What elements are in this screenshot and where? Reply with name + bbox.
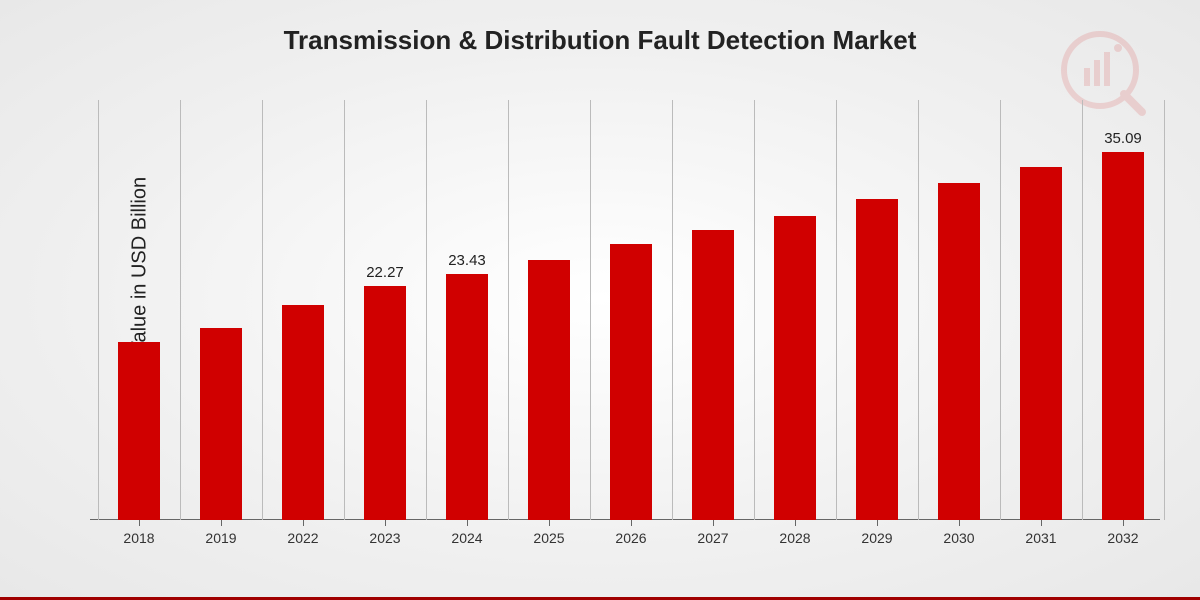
bar-value-label: 35.09 bbox=[1102, 130, 1144, 147]
gridline bbox=[262, 100, 263, 520]
gridline bbox=[918, 100, 919, 520]
gridline bbox=[754, 100, 755, 520]
x-axis-label: 2027 bbox=[697, 530, 728, 546]
plot-area: 20182019202222.27202323.4320242025202620… bbox=[90, 100, 1160, 520]
x-tick bbox=[303, 520, 304, 526]
gridline bbox=[426, 100, 427, 520]
bar-value-label: 22.27 bbox=[364, 264, 406, 281]
x-axis-label: 2024 bbox=[451, 530, 482, 546]
x-tick bbox=[1123, 520, 1124, 526]
x-axis-label: 2019 bbox=[205, 530, 236, 546]
x-axis-label: 2018 bbox=[123, 530, 154, 546]
chart-title: Transmission & Distribution Fault Detect… bbox=[0, 25, 1200, 56]
bar bbox=[118, 342, 160, 521]
x-axis-label: 2029 bbox=[861, 530, 892, 546]
x-tick bbox=[877, 520, 878, 526]
gridline bbox=[1000, 100, 1001, 520]
bar bbox=[856, 199, 898, 520]
x-tick bbox=[385, 520, 386, 526]
bar bbox=[938, 183, 980, 520]
x-tick bbox=[467, 520, 468, 526]
bar: 23.43 bbox=[446, 274, 488, 520]
x-axis-label: 2032 bbox=[1107, 530, 1138, 546]
x-axis-label: 2030 bbox=[943, 530, 974, 546]
x-tick bbox=[631, 520, 632, 526]
gridline bbox=[344, 100, 345, 520]
x-axis-label: 2022 bbox=[287, 530, 318, 546]
gridline bbox=[1082, 100, 1083, 520]
bar-value-label: 23.43 bbox=[446, 252, 488, 269]
gridline bbox=[508, 100, 509, 520]
gridline bbox=[180, 100, 181, 520]
x-tick bbox=[1041, 520, 1042, 526]
bar bbox=[1020, 167, 1062, 520]
x-axis-label: 2023 bbox=[369, 530, 400, 546]
x-tick bbox=[713, 520, 714, 526]
bar bbox=[692, 230, 734, 520]
bar bbox=[610, 244, 652, 520]
x-tick bbox=[795, 520, 796, 526]
bar bbox=[774, 216, 816, 521]
x-axis-label: 2025 bbox=[533, 530, 564, 546]
x-tick bbox=[549, 520, 550, 526]
bar bbox=[528, 260, 570, 520]
x-axis-label: 2028 bbox=[779, 530, 810, 546]
gridline bbox=[672, 100, 673, 520]
x-axis-label: 2026 bbox=[615, 530, 646, 546]
bar: 35.09 bbox=[1102, 152, 1144, 520]
x-tick bbox=[959, 520, 960, 526]
x-tick bbox=[139, 520, 140, 526]
x-tick bbox=[221, 520, 222, 526]
gridline bbox=[836, 100, 837, 520]
bar: 22.27 bbox=[364, 286, 406, 520]
gridline bbox=[98, 100, 99, 520]
gridline bbox=[590, 100, 591, 520]
x-axis-label: 2031 bbox=[1025, 530, 1056, 546]
bar bbox=[200, 328, 242, 520]
gridline bbox=[1164, 100, 1165, 520]
chart-container: Transmission & Distribution Fault Detect… bbox=[0, 0, 1200, 600]
bar bbox=[282, 305, 324, 520]
